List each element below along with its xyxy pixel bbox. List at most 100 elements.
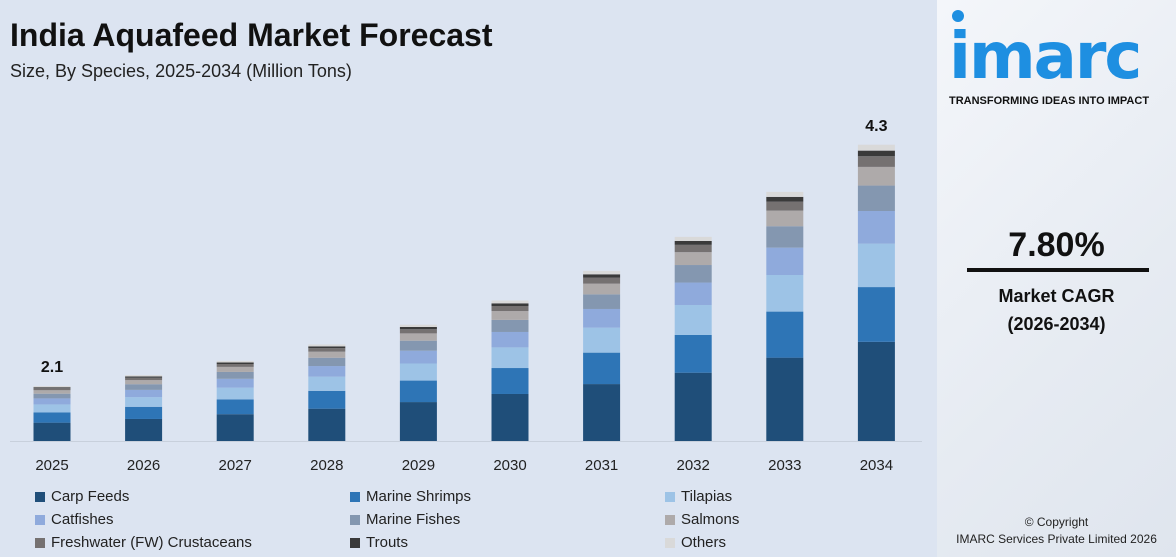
legend-item: Marine Shrimps — [350, 488, 471, 506]
bar-segment-2032-0 — [674, 372, 712, 441]
bar-segment-2027-6 — [216, 364, 254, 367]
bar-segment-2032-7 — [674, 240, 712, 245]
stacked-bar-chart: 2025 2.1 2026 2027 2028 2029 2030 2031 2032 2033 2… — [10, 118, 922, 474]
bar-segment-2028-6 — [308, 348, 346, 352]
bar-segment-2033-8 — [766, 191, 804, 197]
cagr-value: 7.80% — [1008, 226, 1105, 264]
bar-segment-2029-3 — [399, 350, 437, 364]
bar-segment-2031-2 — [583, 327, 621, 353]
bar-segment-2029-8 — [399, 324, 437, 328]
bar-segment-2029-4 — [399, 340, 437, 351]
bar-segment-2030-8 — [491, 300, 529, 304]
bar-segment-2033-1 — [766, 311, 804, 358]
legend-item: Carp Feeds — [35, 488, 129, 506]
bar-segment-2026-4 — [125, 384, 163, 390]
bar-segment-2032-1 — [674, 334, 712, 373]
bar-segment-2030-2 — [491, 347, 529, 369]
bar-segment-2027-1 — [216, 399, 254, 415]
bar-segment-2034-7 — [857, 150, 895, 157]
bar-segment-2032-8 — [674, 236, 712, 241]
bar-segment-2032-2 — [674, 304, 712, 335]
bar-segment-2030-0 — [491, 393, 529, 441]
bar-segment-2034-2 — [857, 243, 895, 288]
bar-segment-2027-7 — [216, 362, 254, 365]
bar-segment-2032-5 — [674, 252, 712, 266]
bar-segment-2029-7 — [399, 327, 437, 330]
bar-segment-2025-5 — [33, 390, 71, 394]
legend-label: Tilapias — [681, 488, 733, 505]
tagline: TRANSFORMING IDEAS INTO IMPACT — [949, 95, 1150, 107]
divider — [967, 268, 1149, 272]
x-tick-label: 2030 — [493, 457, 526, 474]
legend-swatch — [35, 515, 45, 525]
bar-segment-2026-7 — [125, 376, 163, 378]
bar-segment-2028-5 — [308, 351, 346, 358]
x-tick-label: 2028 — [310, 457, 343, 474]
bar-segment-2034-8 — [857, 144, 895, 151]
bar-segment-2033-7 — [766, 196, 804, 202]
legend-swatch — [350, 538, 360, 548]
bar-segment-2034-0 — [857, 341, 895, 441]
bar-segment-2027-8 — [216, 360, 254, 363]
bar-segment-2033-6 — [766, 201, 804, 211]
x-tick-label: 2029 — [402, 457, 435, 474]
bar-segment-2031-0 — [583, 384, 621, 441]
legend-label: Marine Fishes — [366, 511, 461, 528]
copyright: © Copyright IMARC Services Private Limite… — [937, 514, 1176, 548]
bar-segment-2025-4 — [33, 393, 71, 399]
bar-segment-2026-2 — [125, 397, 163, 407]
chart-title: India Aquafeed Market Forecast — [10, 17, 493, 53]
bar-segment-2027-3 — [216, 378, 254, 388]
legend-label: Trouts — [366, 534, 408, 551]
x-tick-label: 2026 — [127, 457, 160, 474]
bar-segment-2029-5 — [399, 333, 437, 341]
bar-segment-2033-2 — [766, 275, 804, 312]
legend-label: Marine Shrimps — [366, 488, 472, 505]
legend-label: Carp Feeds — [51, 488, 130, 505]
bar-segment-2027-0 — [216, 414, 254, 441]
bar-segment-2030-6 — [491, 306, 529, 312]
bar-segment-2030-7 — [491, 303, 529, 307]
legend-item: Catfishes — [35, 511, 114, 529]
cagr-period: (2026-2034) — [1007, 314, 1106, 334]
bar-segment-2025-7 — [33, 387, 71, 389]
legend-swatch — [665, 515, 675, 525]
legend-item: Marine Fishes — [350, 511, 460, 529]
cagr-label-text: Market CAGR — [998, 286, 1115, 306]
bar-segment-2026-3 — [125, 389, 163, 398]
legend-label: Freshwater (FW) Crustaceans — [51, 534, 252, 551]
bar-segment-2031-5 — [583, 283, 621, 295]
bar-segment-2027-5 — [216, 366, 254, 372]
bar-segment-2033-0 — [766, 357, 804, 441]
legend-item: Tilapias — [665, 488, 732, 506]
imarc-logo: imarc — [949, 20, 1142, 94]
side-panel: imarc TRANSFORMING IDEAS INTO IMPACT 7.8… — [937, 0, 1176, 557]
bar-segment-2028-8 — [308, 344, 346, 347]
bar-segment-2029-0 — [399, 402, 437, 441]
legend-swatch — [35, 492, 45, 502]
legend-label: Catfishes — [51, 511, 114, 528]
bar-segment-2030-5 — [491, 311, 529, 320]
x-tick-label: 2027 — [219, 457, 252, 474]
legend-swatch — [35, 538, 45, 548]
bar-segment-2031-3 — [583, 308, 621, 328]
bar-segment-2034-4 — [857, 185, 895, 212]
legend-item: Freshwater (FW) Crustaceans — [35, 534, 252, 552]
total-label: 2.1 — [41, 359, 63, 376]
bar-segment-2025-0 — [33, 422, 71, 441]
bar-segment-2030-4 — [491, 319, 529, 332]
bar-segment-2030-1 — [491, 368, 529, 394]
bar-segment-2032-4 — [674, 265, 712, 283]
bar-segment-2031-1 — [583, 352, 621, 385]
bar-segment-2025-2 — [33, 404, 71, 413]
x-tick-label: 2033 — [768, 457, 801, 474]
logo-dot — [952, 10, 964, 22]
bar-segment-2027-2 — [216, 387, 254, 400]
x-tick-label: 2032 — [677, 457, 710, 474]
bar-segment-2026-1 — [125, 406, 163, 419]
chart-subtitle: Size, By Species, 2025-2034 (Million Ton… — [10, 61, 352, 81]
copyright-line1: © Copyright — [1024, 515, 1089, 529]
bar-segment-2034-6 — [857, 156, 895, 167]
bar-segment-2028-2 — [308, 376, 346, 391]
bar-segment-2028-3 — [308, 366, 346, 377]
